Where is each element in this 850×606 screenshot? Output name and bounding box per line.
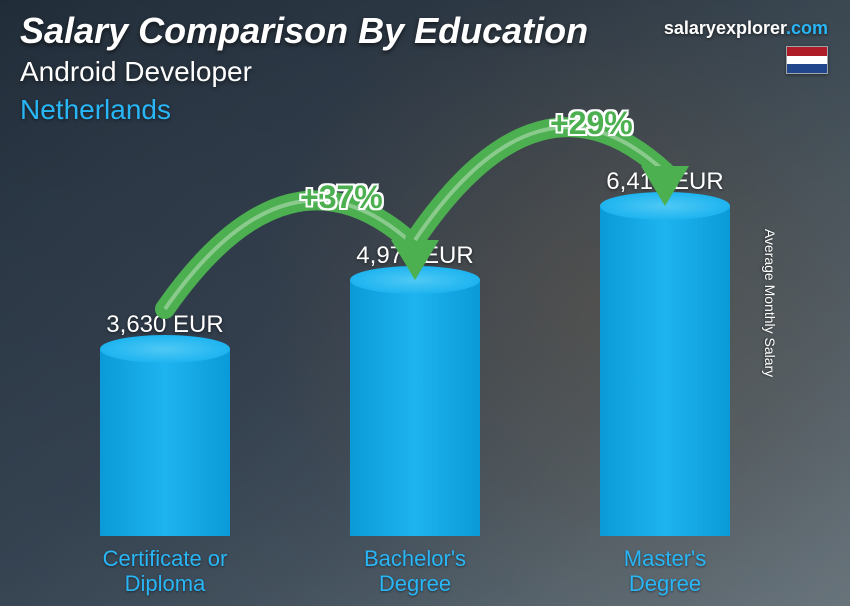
bar-category-label: Master'sDegree	[565, 546, 765, 597]
bar-chart: 3,630 EURCertificate orDiploma 4,970 EURB…	[40, 106, 790, 536]
brand-label: salaryexplorer.com	[664, 18, 828, 39]
bar-group: 3,630 EURCertificate orDiploma	[75, 311, 255, 536]
bar-body	[350, 280, 480, 536]
increase-pct: +37%	[300, 179, 383, 216]
bar-body	[100, 349, 230, 536]
increase-pct: +29%	[550, 105, 633, 142]
flag-stripe-top	[787, 47, 827, 56]
flag-stripe-bot	[787, 64, 827, 73]
bar-top-cap	[100, 335, 230, 363]
brand-suffix: .com	[786, 18, 828, 38]
bar-top-cap	[600, 192, 730, 220]
bar-category-label: Bachelor'sDegree	[315, 546, 515, 597]
infographic-canvas: Salary Comparison By Education Android D…	[0, 0, 850, 606]
bar	[350, 280, 480, 536]
bar-category-label: Certificate orDiploma	[65, 546, 265, 597]
chart-subtitle: Android Developer	[20, 56, 252, 88]
flag-icon	[786, 46, 828, 74]
flag-stripe-mid	[787, 56, 827, 65]
bar-body	[600, 206, 730, 536]
bar-top-cap	[350, 266, 480, 294]
brand-main: salaryexplorer	[664, 18, 786, 38]
chart-title: Salary Comparison By Education	[20, 10, 588, 52]
bar	[100, 349, 230, 536]
bar	[600, 206, 730, 536]
bar-group: 4,970 EURBachelor'sDegree	[325, 242, 505, 536]
bar-group: 6,410 EURMaster'sDegree	[575, 168, 755, 536]
